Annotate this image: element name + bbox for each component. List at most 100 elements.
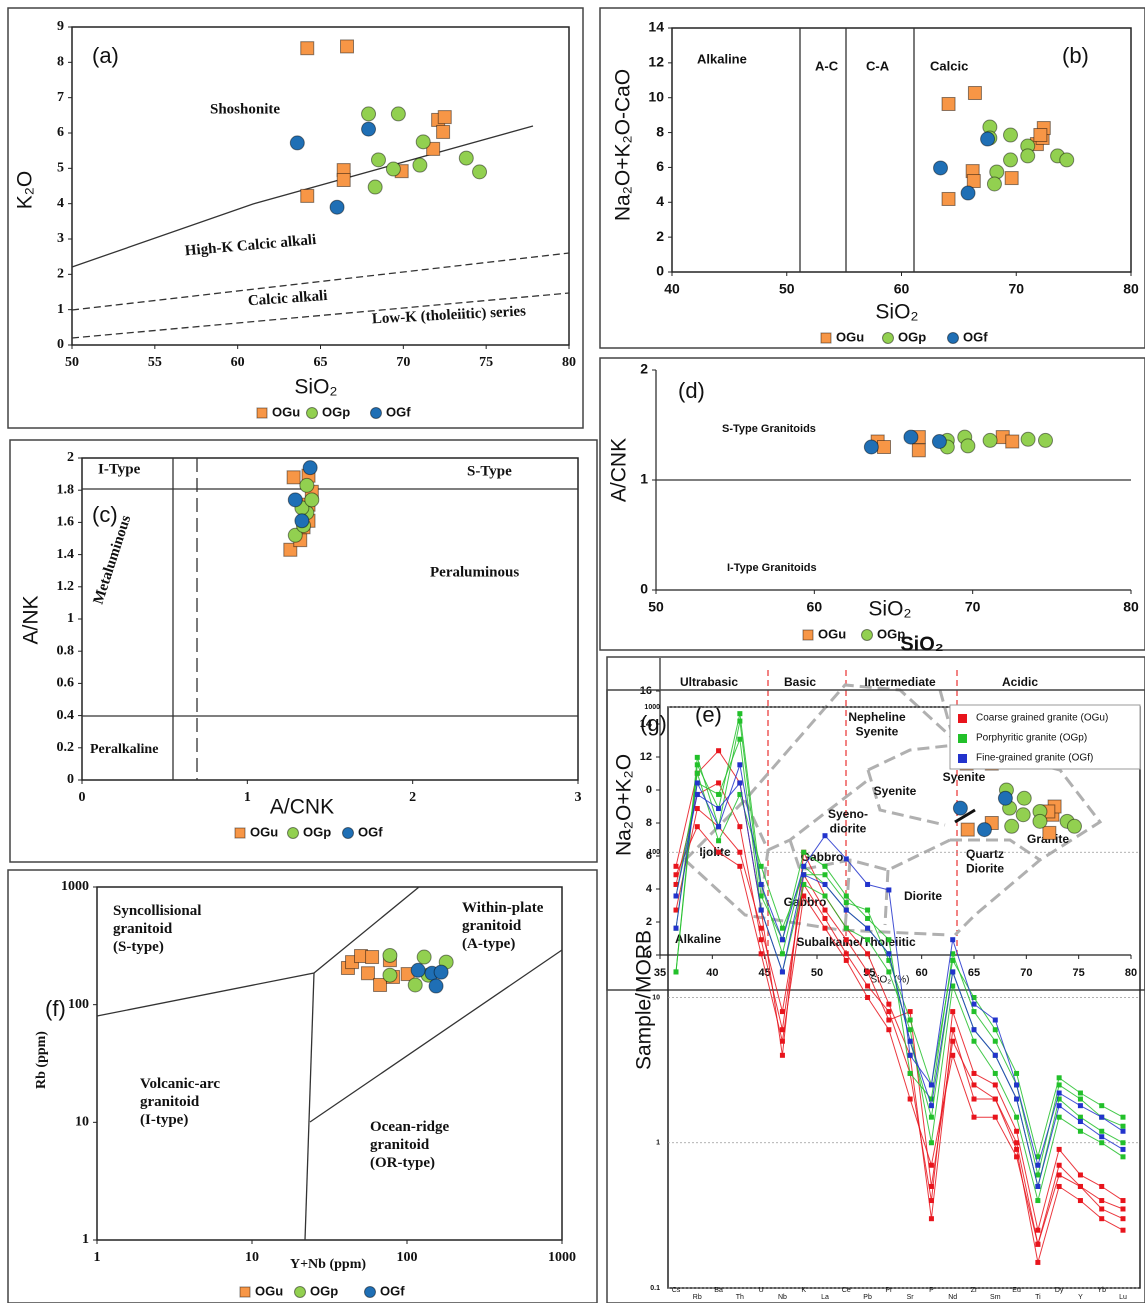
marker [1120, 1154, 1126, 1160]
marker [992, 1027, 998, 1033]
marker [950, 1038, 956, 1044]
y-tick-label: 2 [646, 916, 652, 928]
marker [370, 152, 386, 168]
panel-frame [7, 869, 598, 1303]
x-tick-label: Ce [842, 1287, 851, 1294]
marker [382, 967, 398, 983]
y-tick-label: 2 [656, 228, 664, 244]
x-tick-label: Rb [693, 1294, 702, 1301]
marker [1099, 1128, 1105, 1134]
marker [982, 432, 998, 448]
annotation: Syenite [943, 770, 986, 784]
panel-frame [9, 439, 598, 863]
legend-label: OGu [272, 404, 300, 419]
boundary-line [71, 252, 570, 311]
y-tick-label: 1.4 [57, 547, 75, 562]
marker [928, 1183, 934, 1189]
marker [822, 872, 828, 878]
y-tick-label: 2 [57, 267, 64, 282]
marker [1056, 1146, 1062, 1152]
x-tick-label: 80 [1123, 599, 1139, 615]
marker [1077, 1103, 1083, 1109]
annotation: Ocean-ridge granitoid (OR-type) [370, 1119, 449, 1171]
marker [1014, 1096, 1020, 1102]
annotation: Basic [784, 675, 816, 689]
marker [911, 443, 926, 458]
legend-label: OGp [310, 1283, 338, 1298]
y-tick-label: 8 [646, 817, 652, 829]
marker [992, 1052, 998, 1058]
boundary-line [71, 125, 534, 268]
marker [801, 881, 807, 887]
marker [971, 1114, 977, 1120]
sample-line [675, 762, 1124, 1168]
marker [822, 863, 828, 869]
marker [694, 806, 700, 812]
marker [966, 174, 981, 189]
x-tick-label: U [759, 1287, 764, 1294]
annotation: Ultrabasic [680, 675, 738, 689]
annotation: Calcic [930, 58, 968, 73]
marker [437, 110, 452, 125]
x-tick-label: Sm [990, 1294, 1001, 1301]
y-tick-label: 8 [57, 55, 64, 70]
marker [928, 1082, 934, 1088]
marker [1014, 1146, 1020, 1152]
panel-frame [606, 689, 1145, 1303]
legend-marker [364, 1286, 376, 1298]
marker [1099, 1103, 1105, 1109]
annotation: Volcanic-arc granitoid (I-type) [140, 1076, 220, 1128]
y-tick-label: 1000 [61, 879, 89, 894]
marker [928, 1103, 934, 1109]
y-tick-label: 12 [648, 54, 664, 70]
marker [950, 983, 956, 989]
marker [1066, 818, 1082, 834]
x-tick-label: 75 [1073, 967, 1085, 979]
y-axis-title: Na₂O+K₂O-CaO [612, 69, 635, 221]
x-tick-label: Nd [948, 1294, 957, 1301]
marker [779, 937, 785, 943]
legend-marker [958, 714, 967, 723]
marker [907, 1096, 913, 1102]
marker [1099, 1114, 1105, 1120]
marker [737, 824, 743, 830]
marker [779, 1052, 785, 1058]
marker [458, 150, 474, 166]
marker [1099, 1183, 1105, 1189]
marker [801, 863, 807, 869]
marker [1077, 1119, 1083, 1125]
x-axis-title: SiO₂ [868, 598, 911, 621]
marker [950, 937, 956, 943]
marker [428, 978, 444, 994]
y-tick-label: 6 [656, 158, 664, 174]
marker [928, 1114, 934, 1120]
sample-line [675, 807, 1124, 1231]
marker [1099, 1140, 1105, 1146]
legend-marker [234, 827, 246, 839]
annotation: Intermediate [864, 675, 936, 689]
boundary-line [954, 808, 976, 824]
boundary-line [950, 838, 1041, 862]
marker [986, 176, 1002, 192]
y-tick-label: 1 [67, 611, 74, 626]
marker [673, 881, 679, 887]
marker [1056, 1172, 1062, 1178]
y-tick-label: 6 [57, 125, 64, 140]
marker [472, 164, 488, 180]
marker [365, 950, 380, 965]
marker [1120, 1114, 1126, 1120]
marker [1035, 1198, 1041, 1204]
marker [992, 1114, 998, 1120]
y-tick-label: 1.8 [57, 482, 75, 497]
annotation-line: granitoid [370, 1137, 430, 1153]
y-tick-label: 7 [57, 90, 64, 105]
marker [941, 191, 956, 206]
marker [907, 1009, 913, 1015]
legend-label: OGp [303, 824, 331, 839]
marker [716, 806, 722, 812]
marker [903, 429, 919, 445]
marker [1016, 790, 1032, 806]
x-tick-label: 70 [396, 355, 410, 370]
marker [758, 951, 764, 957]
marker [931, 434, 947, 449]
